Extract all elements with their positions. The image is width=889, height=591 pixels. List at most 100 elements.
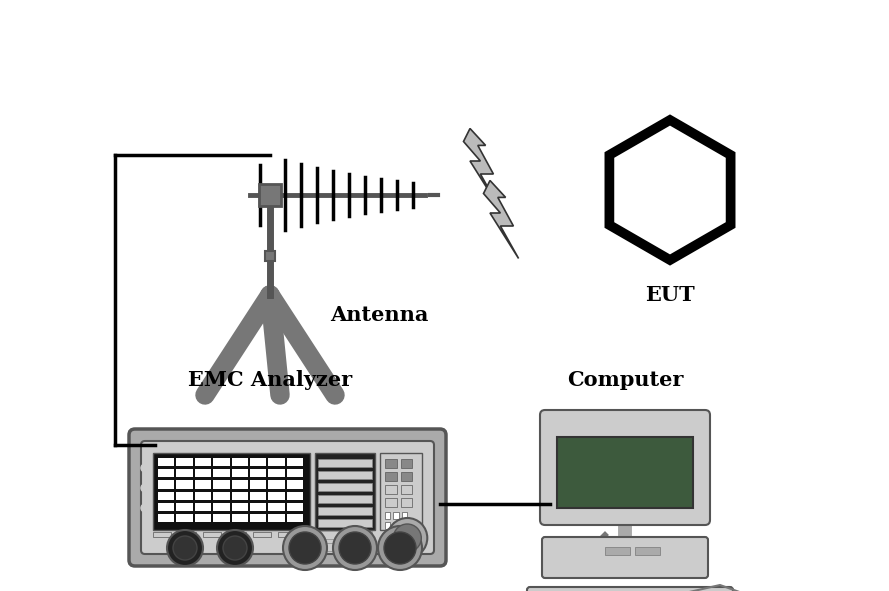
- Bar: [286, 480, 303, 489]
- Bar: [195, 503, 211, 511]
- Circle shape: [141, 464, 149, 472]
- Bar: [228, 532, 246, 537]
- FancyBboxPatch shape: [527, 587, 733, 591]
- Bar: [176, 480, 193, 489]
- Bar: [253, 532, 271, 537]
- Bar: [178, 532, 196, 537]
- Circle shape: [173, 536, 197, 560]
- Bar: [635, 547, 660, 555]
- Bar: [231, 469, 248, 478]
- Circle shape: [393, 524, 421, 552]
- Bar: [158, 503, 174, 511]
- Bar: [286, 492, 303, 499]
- Bar: [158, 469, 174, 478]
- Text: Computer: Computer: [567, 370, 683, 390]
- Polygon shape: [484, 180, 518, 258]
- Bar: [380, 453, 422, 530]
- Bar: [393, 512, 398, 519]
- Bar: [213, 469, 229, 478]
- Bar: [286, 458, 303, 466]
- Bar: [393, 542, 398, 549]
- Bar: [268, 503, 284, 511]
- Circle shape: [339, 532, 371, 564]
- Circle shape: [283, 526, 327, 570]
- Bar: [385, 498, 396, 507]
- Bar: [213, 492, 229, 499]
- Circle shape: [167, 530, 203, 566]
- Bar: [250, 492, 266, 499]
- Bar: [231, 480, 248, 489]
- Bar: [153, 453, 310, 530]
- Bar: [250, 503, 266, 511]
- Bar: [250, 458, 266, 466]
- Bar: [605, 547, 630, 555]
- Circle shape: [223, 536, 247, 560]
- FancyBboxPatch shape: [129, 429, 446, 566]
- Bar: [385, 522, 390, 529]
- Bar: [259, 184, 281, 206]
- Bar: [268, 492, 284, 499]
- Bar: [158, 458, 174, 466]
- Bar: [385, 542, 390, 549]
- Bar: [393, 522, 398, 529]
- Bar: [268, 480, 284, 489]
- Circle shape: [384, 532, 416, 564]
- Bar: [265, 251, 275, 261]
- Bar: [195, 469, 211, 478]
- Bar: [231, 492, 248, 499]
- Polygon shape: [463, 128, 499, 206]
- Circle shape: [217, 530, 253, 566]
- FancyBboxPatch shape: [540, 410, 710, 525]
- Bar: [385, 512, 390, 519]
- Bar: [195, 492, 211, 499]
- Bar: [393, 552, 398, 559]
- Polygon shape: [609, 120, 731, 260]
- FancyBboxPatch shape: [141, 441, 434, 554]
- Bar: [385, 459, 396, 468]
- Bar: [176, 503, 193, 511]
- Circle shape: [388, 518, 428, 558]
- Bar: [176, 469, 193, 478]
- Bar: [385, 472, 396, 481]
- Bar: [318, 519, 372, 527]
- Bar: [213, 480, 229, 489]
- Bar: [402, 522, 407, 529]
- Bar: [402, 532, 407, 539]
- Bar: [213, 458, 229, 466]
- Bar: [176, 458, 193, 466]
- Bar: [318, 471, 372, 479]
- Bar: [250, 480, 266, 489]
- Bar: [158, 492, 174, 499]
- Bar: [318, 507, 372, 515]
- Bar: [176, 514, 193, 522]
- Circle shape: [378, 526, 422, 570]
- Bar: [315, 453, 375, 530]
- Bar: [158, 480, 174, 489]
- Bar: [286, 503, 303, 511]
- Bar: [203, 532, 221, 537]
- Bar: [268, 469, 284, 478]
- Bar: [153, 532, 171, 537]
- Bar: [557, 437, 693, 508]
- Bar: [385, 532, 390, 539]
- Bar: [158, 514, 174, 522]
- Bar: [195, 458, 211, 466]
- Circle shape: [289, 532, 321, 564]
- Circle shape: [141, 484, 149, 492]
- Bar: [401, 459, 412, 468]
- Bar: [176, 492, 193, 499]
- Bar: [402, 552, 407, 559]
- Bar: [286, 514, 303, 522]
- Bar: [213, 503, 229, 511]
- Bar: [401, 485, 412, 494]
- Bar: [318, 531, 372, 539]
- Bar: [385, 485, 396, 494]
- Circle shape: [333, 526, 377, 570]
- Text: EMC Analyzer: EMC Analyzer: [188, 370, 352, 390]
- Bar: [195, 480, 211, 489]
- Bar: [318, 543, 372, 551]
- Bar: [231, 458, 248, 466]
- Bar: [250, 514, 266, 522]
- Bar: [401, 472, 412, 481]
- Bar: [278, 532, 296, 537]
